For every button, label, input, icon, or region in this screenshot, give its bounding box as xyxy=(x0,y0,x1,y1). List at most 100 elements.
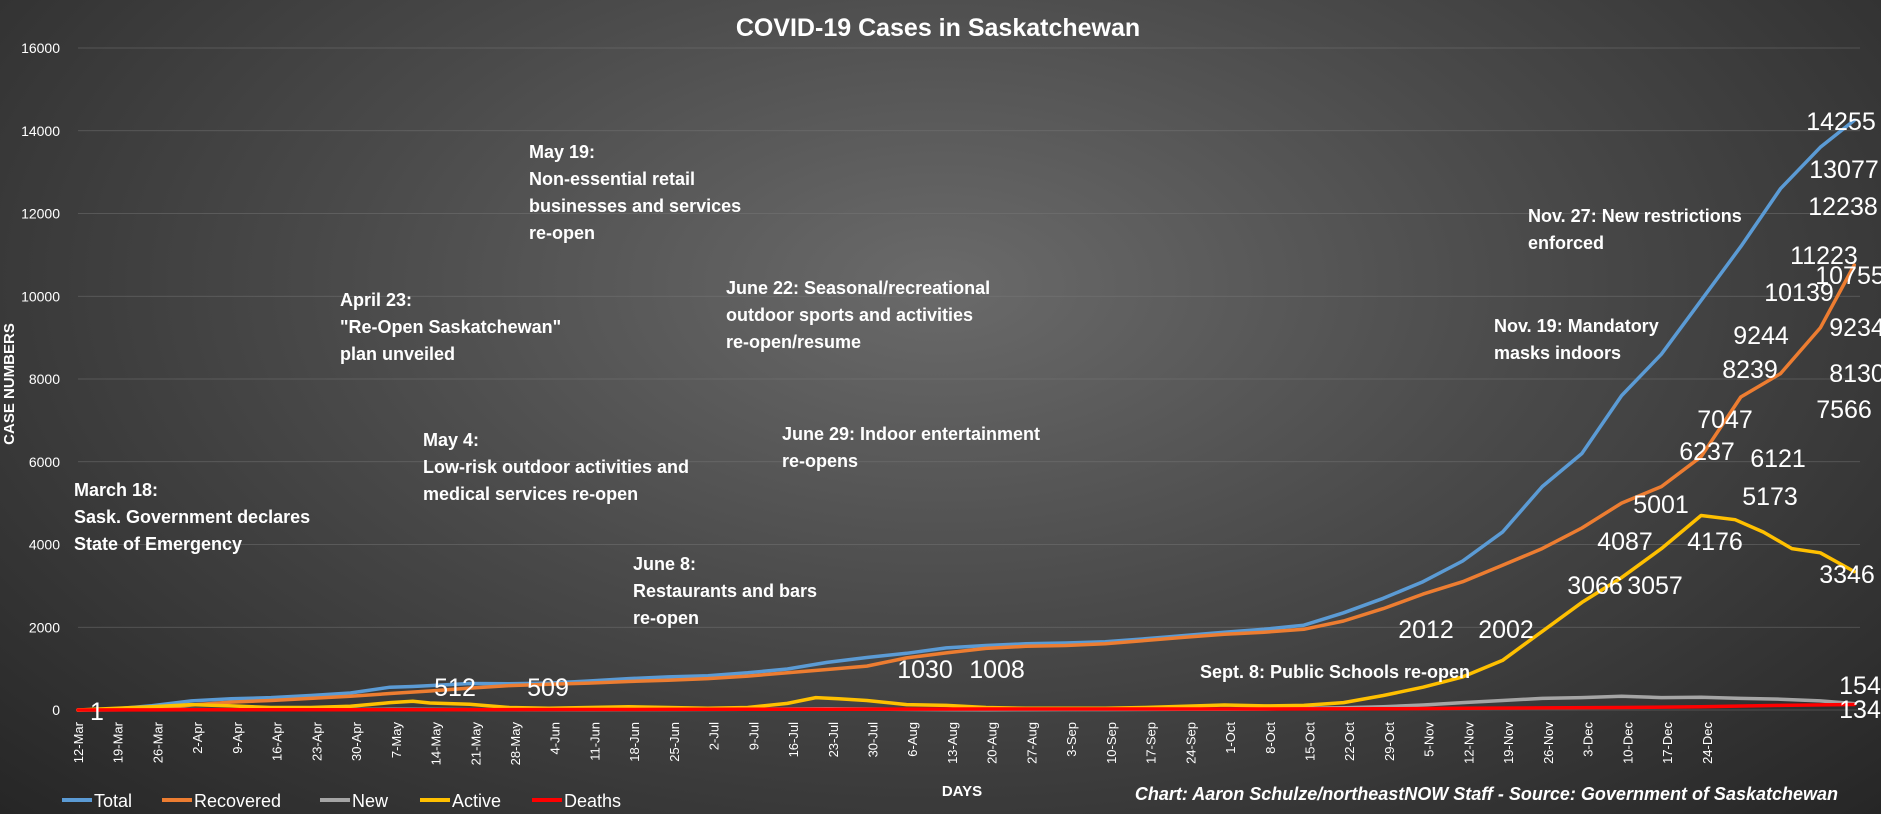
x-tick-label: 14-May xyxy=(429,722,444,766)
annotation-line: plan unveiled xyxy=(340,344,455,364)
legend-item-deaths: Deaths xyxy=(532,791,621,811)
x-tick-label: 7-May xyxy=(389,722,404,759)
x-tick-label: 24-Sep xyxy=(1183,722,1198,764)
annotation-3: May 19: Non-essential retail businesses an… xyxy=(529,142,741,243)
annotation-line: Nov. 27: New restrictions xyxy=(1528,206,1742,226)
legend: Total Recovered New Active Deaths xyxy=(62,791,621,811)
series-line-total xyxy=(76,118,1857,712)
data-label: 7566 xyxy=(1816,396,1872,424)
x-tick-label: 25-Jun xyxy=(667,722,682,762)
x-tick-label: 18-Jun xyxy=(627,722,642,762)
y-tick-label: 14000 xyxy=(21,123,60,139)
annotation-line: May 4: xyxy=(423,430,479,450)
data-label: 154 xyxy=(1839,672,1881,700)
x-tick-label: 16-Jul xyxy=(786,722,801,758)
annotation-line: Nov. 19: Mandatory xyxy=(1494,316,1659,336)
x-tick-label: 22-Oct xyxy=(1342,722,1357,761)
x-tick-label: 15-Oct xyxy=(1303,722,1318,761)
data-label: 12238 xyxy=(1808,193,1878,221)
y-tick-label: 4000 xyxy=(29,537,60,553)
x-tick-label: 10-Dec xyxy=(1620,722,1635,764)
y-axis-ticks: 0 2000 4000 6000 8000 10000 12000 14000 16000 xyxy=(21,40,60,718)
x-tick-label: 29-Oct xyxy=(1382,722,1397,761)
series-line-deaths xyxy=(76,702,1857,712)
x-tick-label: 3-Dec xyxy=(1581,722,1596,757)
annotation-4: June 8: Restaurants and bars re-open xyxy=(633,554,817,628)
legend-label: New xyxy=(352,791,389,811)
annotation-0: March 18: Sask. Government declares State … xyxy=(74,480,310,554)
x-tick-label: 2-Apr xyxy=(190,721,205,753)
data-label: 9244 xyxy=(1733,322,1789,350)
data-label: 3066 xyxy=(1567,572,1623,600)
annotation-line: May 19: xyxy=(529,142,595,162)
x-tick-label: 6-Aug xyxy=(905,722,920,757)
x-tick-label: 17-Sep xyxy=(1144,722,1159,764)
data-label: 1008 xyxy=(969,656,1025,684)
legend-label: Recovered xyxy=(194,791,281,811)
data-label: 4176 xyxy=(1687,528,1743,556)
x-tick-label: 3-Sep xyxy=(1064,722,1079,757)
legend-label: Active xyxy=(452,791,501,811)
series-line-active xyxy=(76,513,1857,712)
annotation-line: "Re-Open Saskatchewan" xyxy=(340,317,561,337)
data-label: 6237 xyxy=(1679,438,1735,466)
x-tick-label: 9-Jul xyxy=(746,722,761,750)
data-label: 3057 xyxy=(1627,572,1683,600)
data-label: 13077 xyxy=(1809,156,1879,184)
annotation-line: June 22: Seasonal/recreational xyxy=(726,278,990,298)
chart-title: COVID-19 Cases in Saskatchewan xyxy=(736,14,1140,42)
legend-item-active: Active xyxy=(420,791,501,811)
data-label: 2002 xyxy=(1478,616,1534,644)
x-tick-label: 23-Jul xyxy=(826,722,841,758)
data-label: 1 xyxy=(90,698,104,726)
data-label: 10755 xyxy=(1815,262,1881,290)
annotation-9: Nov. 27: New restrictions enforced xyxy=(1528,206,1742,253)
data-label: 10139 xyxy=(1764,279,1834,307)
data-label: 509 xyxy=(527,674,569,702)
legend-item-total: Total xyxy=(62,791,132,811)
annotation-line: Sask. Government declares xyxy=(74,507,310,527)
x-tick-label: 26-Nov xyxy=(1541,722,1556,764)
data-label: 9234 xyxy=(1829,314,1881,342)
annotation-line: Sept. 8: Public Schools re-open xyxy=(1200,662,1470,682)
annotation-line: re-open xyxy=(529,223,595,243)
legend-item-new: New xyxy=(320,791,389,811)
annotations-layer: March 18: Sask. Government declares State … xyxy=(74,142,1742,682)
data-label: 11223 xyxy=(1790,242,1858,270)
annotation-7: Sept. 8: Public Schools re-open xyxy=(1200,662,1470,682)
data-label: 3346 xyxy=(1819,561,1875,589)
data-label: 5173 xyxy=(1742,483,1798,511)
x-tick-label: 16-Apr xyxy=(270,721,285,761)
annotation-line: outdoor sports and activities xyxy=(726,305,973,325)
y-tick-label: 6000 xyxy=(29,454,60,470)
x-tick-label: 4-Jun xyxy=(548,722,563,755)
annotation-8: Nov. 19: Mandatory masks indoors xyxy=(1494,316,1659,363)
x-axis-ticks: 12-Mar 19-Mar 26-Mar 2-Apr 9-Apr 16-Apr 23-Apr… xyxy=(71,721,1715,765)
y-tick-label: 16000 xyxy=(21,40,60,56)
x-tick-label: 11-Jun xyxy=(587,722,602,761)
annotation-5: June 22: Seasonal/recreational outdoor sp… xyxy=(726,278,990,352)
y-tick-label: 2000 xyxy=(29,619,60,635)
annotation-line: re-open/resume xyxy=(726,332,861,352)
y-tick-label: 12000 xyxy=(21,206,60,222)
grid-layer xyxy=(78,47,1860,711)
annotation-line: re-opens xyxy=(782,451,858,471)
x-axis-title: DAYS xyxy=(942,783,982,800)
x-tick-label: 1-Oct xyxy=(1223,722,1238,754)
legend-label: Deaths xyxy=(564,791,621,811)
annotation-1: April 23: "Re-Open Saskatchewan" plan unve… xyxy=(340,290,561,364)
data-label: 4087 xyxy=(1597,528,1653,556)
annotation-6: June 29: Indoor entertainment re-opens xyxy=(782,424,1040,471)
annotation-line: medical services re-open xyxy=(423,484,638,504)
annotation-line: re-open xyxy=(633,608,699,628)
chart-credit: Chart: Aaron Schulze/northeastNOW Staff … xyxy=(1135,784,1838,804)
annotation-2: May 4: Low-risk outdoor activities and med… xyxy=(423,430,689,504)
data-label: 5001 xyxy=(1633,491,1689,519)
x-tick-label: 23-Apr xyxy=(309,721,324,761)
x-tick-label: 2-Jul xyxy=(707,722,722,750)
annotation-line: businesses and services xyxy=(529,196,741,216)
data-label: 8239 xyxy=(1722,356,1778,384)
x-tick-label: 30-Jul xyxy=(866,722,881,758)
x-tick-label: 19-Nov xyxy=(1501,722,1516,764)
